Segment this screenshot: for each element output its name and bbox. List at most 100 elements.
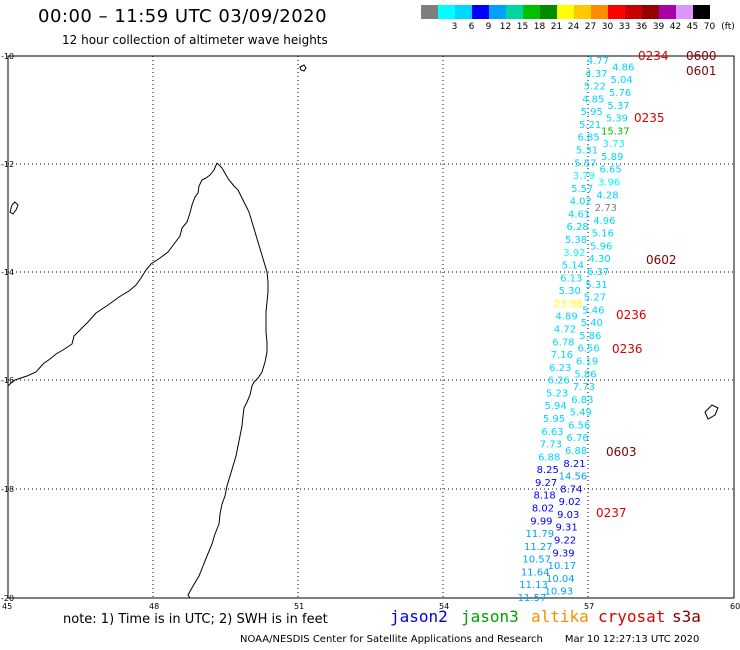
coastline xyxy=(7,64,719,599)
wave-height-value: 6.23 xyxy=(549,363,571,374)
scale-swatch xyxy=(421,5,438,19)
wave-height-value: 3.79 xyxy=(573,171,595,182)
wave-height-value: 6.78 xyxy=(552,337,574,348)
small-island-north xyxy=(299,64,307,72)
wave-height-value: 10.04 xyxy=(546,574,575,585)
east-islet xyxy=(704,404,719,420)
wave-height-value: 10.17 xyxy=(548,561,577,572)
wave-height-value: 5.94 xyxy=(544,401,566,412)
pass-time-label: 0236 xyxy=(612,342,643,356)
wave-height-value: 11.57 xyxy=(518,593,547,604)
wave-height-value: 5.96 xyxy=(590,241,612,252)
legend-jason2: jason2 xyxy=(390,607,448,626)
latitude-label: -10 xyxy=(1,52,14,61)
scale-label: 9 xyxy=(485,22,492,32)
wave-height-value: 3.96 xyxy=(598,177,620,188)
wave-height-value: 8.02 xyxy=(532,504,554,515)
wave-height-value: 5.49 xyxy=(570,408,592,419)
wave-height-value: 4.30 xyxy=(589,254,611,265)
wave-height-value: 6.19 xyxy=(576,356,598,367)
wave-height-value: 5.27 xyxy=(584,293,606,304)
wave-height-value: 2.73 xyxy=(595,203,617,214)
scale-label: 36 xyxy=(635,22,648,32)
wave-height-value: 5.95 xyxy=(543,414,565,425)
scale-swatch xyxy=(693,5,710,19)
wave-height-value: 9.02 xyxy=(559,497,581,508)
wave-height-value: 6.63 xyxy=(541,427,563,438)
scale-swatch xyxy=(489,5,506,19)
wave-height-value: 5.89 xyxy=(601,152,623,163)
wave-height-value: 9.22 xyxy=(554,535,576,546)
wave-height-value: 8.18 xyxy=(533,491,555,502)
scale-swatch xyxy=(574,5,591,19)
map-title: 00:00 – 11:59 UTC 03/09/2020 xyxy=(38,6,328,27)
scale-unit: (ft) xyxy=(721,22,735,32)
wave-height-value: 3.73 xyxy=(603,139,625,150)
latitude-label: -20 xyxy=(1,594,14,603)
pass-time-label: 0602 xyxy=(646,253,677,267)
scale-label: 15 xyxy=(516,22,529,32)
wave-height-value: 5.95 xyxy=(581,107,603,118)
longitude-label: 54 xyxy=(439,602,449,611)
scale-swatch xyxy=(625,5,642,19)
scale-swatch xyxy=(506,5,523,19)
longitude-label: 60 xyxy=(730,602,740,611)
wave-height-value: 4.02 xyxy=(570,197,592,208)
scale-swatch xyxy=(557,5,574,19)
pass-time-label: 0235 xyxy=(634,111,665,125)
scale-swatch xyxy=(591,5,608,19)
scale-label: 24 xyxy=(567,22,580,32)
wave-height-value: 11.27 xyxy=(524,542,553,553)
wave-height-value: 5.30 xyxy=(559,286,581,297)
wave-height-value: 11.13 xyxy=(519,580,548,591)
scale-label: 12 xyxy=(499,22,512,32)
wave-height-value: 6.13 xyxy=(560,273,582,284)
wave-height-value: 6.28 xyxy=(566,222,588,233)
wave-height-value: 5.40 xyxy=(581,318,603,329)
footer: NOAA/NESDIS Center for Satellite Applica… xyxy=(240,634,699,645)
wave-height-value: 5.14 xyxy=(562,261,584,272)
wave-height-value: 11.64 xyxy=(521,567,550,578)
scale-label: 30 xyxy=(601,22,614,32)
pass-time-label: 0601 xyxy=(686,64,717,78)
wave-height-value: 5.39 xyxy=(606,114,628,125)
wave-height-value: 9.03 xyxy=(557,510,579,521)
lat-lon-grid xyxy=(8,56,734,598)
wave-height-value: 9.99 xyxy=(530,516,552,527)
scale-swatch xyxy=(438,5,455,19)
wave-height-value: 6.85 xyxy=(577,133,599,144)
wave-height-value: 4.37 xyxy=(585,69,607,80)
longitude-label: 45 xyxy=(2,602,12,611)
wave-height-value: 5.86 xyxy=(579,331,601,342)
latitude-label: -18 xyxy=(1,485,14,494)
wave-height-value: 5.21 xyxy=(579,120,601,131)
legend-altika: altika xyxy=(531,607,589,626)
legend-s3a: s3a xyxy=(672,607,701,626)
scale-swatch xyxy=(523,5,540,19)
wave-height-value: 3.92 xyxy=(563,248,585,259)
wave-height-value: 5.16 xyxy=(592,229,614,240)
small-island-west xyxy=(9,201,19,215)
wave-height-value: 4.28 xyxy=(596,190,618,201)
longitude-label: 48 xyxy=(149,602,159,611)
scale-swatch xyxy=(472,5,489,19)
wave-height-value: 4.89 xyxy=(555,312,577,323)
wave-height-value: 4.61 xyxy=(568,209,590,220)
legend-jason3: jason3 xyxy=(461,607,519,626)
wave-height-value: 6.56 xyxy=(578,344,600,355)
scale-label: 18 xyxy=(533,22,546,32)
wave-height-value: 5.37 xyxy=(607,101,629,112)
scale-label: 33 xyxy=(618,22,631,32)
longitude-label: 57 xyxy=(584,602,594,611)
pass-time-label: 0234 xyxy=(638,49,669,63)
wave-height-value: 23.98 xyxy=(554,299,583,310)
wave-height-value: 11.79 xyxy=(526,529,555,540)
wave-height-value: 5.38 xyxy=(565,235,587,246)
units-note: note: 1) Time is in UTC; 2) SWH is in fe… xyxy=(63,612,328,627)
scale-label: 70 xyxy=(703,22,716,32)
wave-height-value: 6.76 xyxy=(567,433,589,444)
wave-height-value: 5.46 xyxy=(582,305,604,316)
wave-height-value: 6.26 xyxy=(548,376,570,387)
